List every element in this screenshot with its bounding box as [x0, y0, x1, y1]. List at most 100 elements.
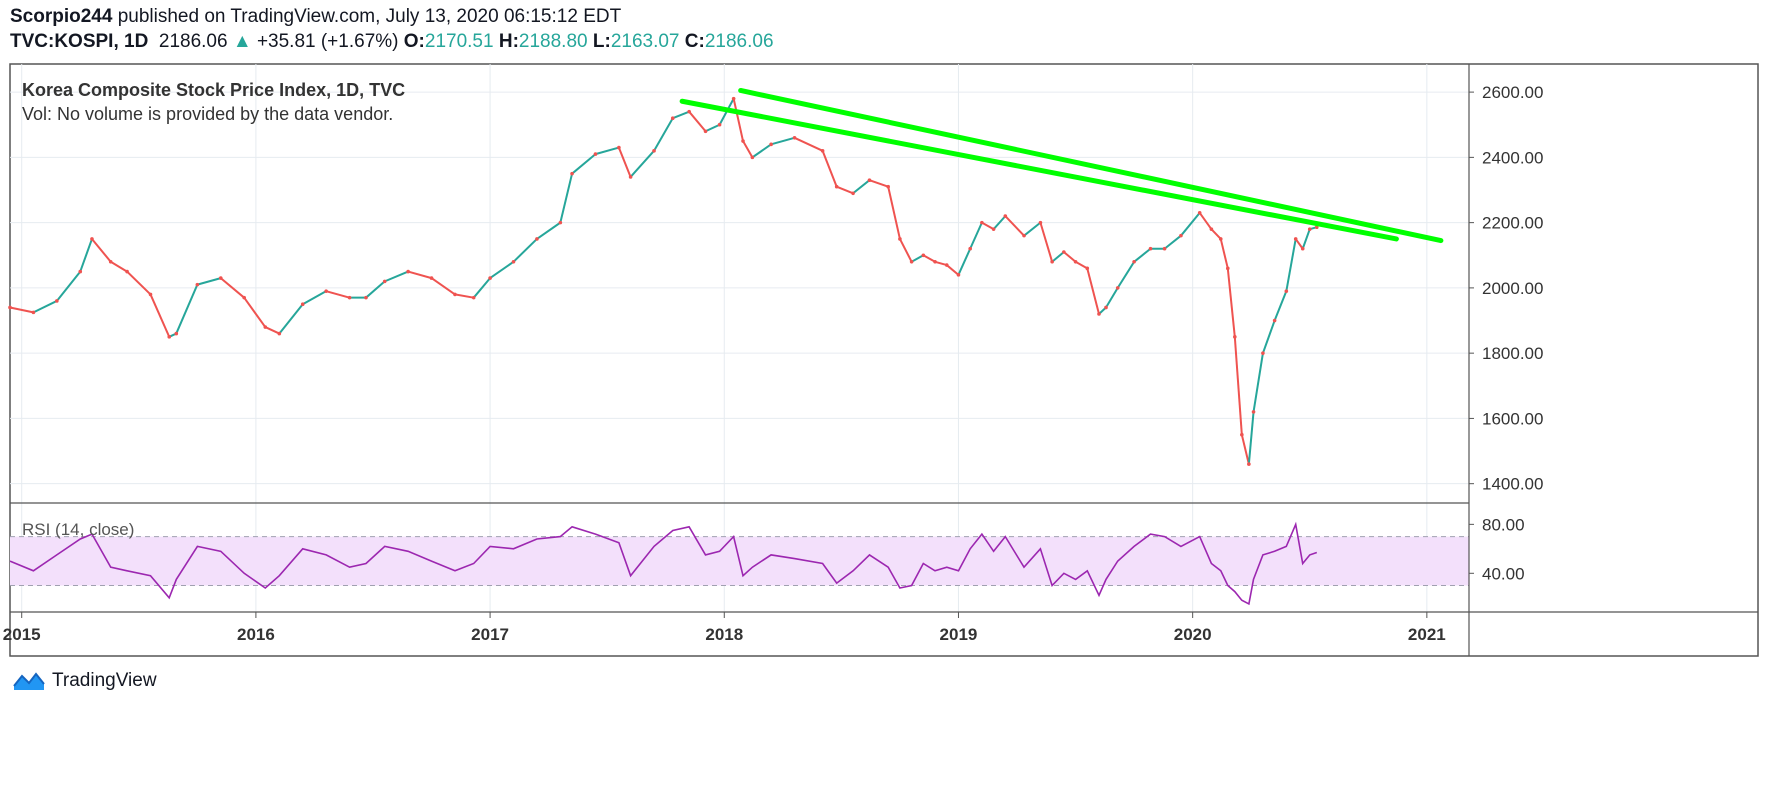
change-value: +35.81 (+1.67%)	[256, 31, 399, 52]
price-segment	[1004, 215, 1025, 237]
price-point	[956, 273, 961, 277]
price-segment	[742, 140, 754, 158]
price-segment	[1233, 336, 1243, 435]
time-axis[interactable]: 2015 2016 2017 2018 2019 2020 2021	[3, 612, 1446, 644]
price-axis[interactable]: 2600.00 2400.00 2200.00 2000.00 1800.00 1600.…	[1469, 83, 1543, 494]
price-segment	[407, 270, 432, 280]
price-series	[8, 96, 1319, 466]
price-tick-label: 1400.00	[1482, 475, 1543, 494]
price-segment	[110, 260, 128, 273]
price-point	[263, 325, 268, 329]
price-segment	[220, 277, 245, 299]
price-segment	[922, 254, 936, 263]
trendline[interactable]	[679, 98, 1399, 242]
last-price: 2186.06	[158, 31, 228, 52]
price-point	[488, 276, 492, 280]
publish-info: Scorpio244 published on TradingView.com,…	[10, 6, 621, 28]
price-segment	[536, 221, 561, 240]
tradingview-brand: TradingView	[52, 670, 157, 691]
price-tick-label: 2000.00	[1482, 279, 1543, 298]
price-segment	[1285, 238, 1297, 292]
price-segment	[1294, 238, 1304, 250]
price-segment	[595, 146, 620, 156]
price-point	[195, 282, 200, 287]
open-label: O:	[403, 31, 425, 52]
rsi-tick-label: 40.00	[1482, 564, 1525, 583]
price-point	[593, 152, 598, 156]
price-point	[55, 299, 59, 303]
time-tick-label: 2020	[1174, 625, 1212, 644]
price-segment	[1198, 212, 1213, 230]
price-segment	[1133, 247, 1152, 263]
price-segment	[732, 98, 744, 142]
price-segment	[79, 238, 93, 272]
price-point	[1247, 462, 1251, 466]
trendlines[interactable]	[679, 87, 1444, 244]
price-segment	[770, 136, 795, 146]
open-value: 2170.51	[424, 31, 494, 52]
price-point	[717, 122, 722, 127]
price-segment	[751, 143, 772, 159]
price-point	[750, 155, 755, 160]
price-segment	[1116, 261, 1135, 289]
price-segment	[1247, 411, 1255, 465]
price-segment	[946, 264, 960, 276]
price-point	[1022, 233, 1026, 238]
price-segment	[325, 290, 350, 299]
price-point	[703, 129, 708, 134]
price-segment	[1219, 238, 1229, 269]
price-point	[921, 253, 926, 258]
price-point	[1197, 211, 1202, 215]
time-tick-label: 2017	[471, 625, 509, 644]
time-tick-label: 2019	[940, 625, 978, 644]
rsi-axis[interactable]: 80.00 40.00	[1469, 515, 1525, 583]
price-point	[1261, 351, 1265, 355]
price-point	[769, 142, 773, 147]
price-segment	[126, 270, 152, 296]
price-point	[78, 269, 83, 274]
footer[interactable]: TradingView	[12, 670, 157, 692]
price-segment	[454, 293, 474, 299]
price-segment	[1163, 234, 1182, 250]
price-point	[1003, 214, 1008, 218]
price-segment	[934, 260, 948, 267]
price-segment	[91, 238, 112, 263]
price-point	[1307, 227, 1312, 231]
chart-subtitle: Vol: No volume is provided by the data v…	[22, 104, 393, 124]
time-tick-label: 2015	[3, 625, 41, 644]
price-point	[1218, 237, 1223, 241]
price-point	[851, 191, 855, 196]
price-segment	[149, 294, 171, 338]
price-point	[1293, 237, 1298, 241]
price-point	[1251, 410, 1256, 414]
price-point	[382, 279, 387, 284]
trendline[interactable]	[738, 87, 1444, 244]
price-segment	[672, 110, 690, 120]
price-point	[933, 259, 937, 264]
price-segment	[559, 173, 574, 223]
price-segment	[430, 277, 456, 296]
price-point	[277, 331, 282, 336]
price-point	[148, 292, 153, 297]
price-segment	[653, 117, 674, 152]
price-point	[991, 227, 996, 231]
price-segment	[1105, 287, 1119, 308]
price-point	[1062, 250, 1066, 254]
price-point	[731, 96, 736, 101]
price-point	[792, 135, 797, 140]
price-segment	[617, 147, 632, 178]
symbol-label: TVC:KOSPI, 1D	[10, 31, 149, 52]
time-tick-label: 2021	[1408, 625, 1446, 644]
price-segment	[1261, 320, 1276, 354]
low-value: 2163.07	[610, 31, 680, 52]
price-point	[1284, 289, 1289, 293]
price-point	[687, 109, 691, 114]
high-label: H:	[498, 31, 519, 52]
price-tick-label: 2200.00	[1482, 214, 1543, 233]
price-point	[886, 184, 891, 189]
price-segment	[264, 326, 280, 335]
price-segment	[688, 111, 707, 132]
price-point	[453, 292, 457, 297]
price-tick-label: 2400.00	[1482, 148, 1543, 167]
